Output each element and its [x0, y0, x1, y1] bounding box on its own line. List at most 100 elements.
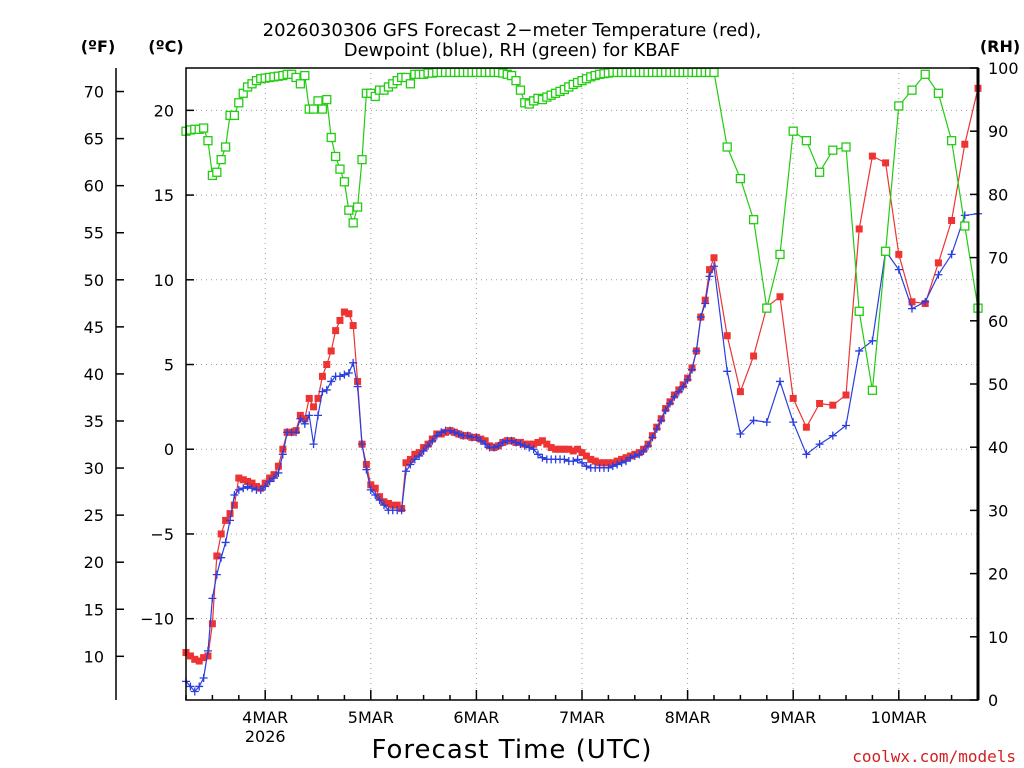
rh-point [220, 142, 231, 152]
temperature-point [323, 361, 331, 369]
dewpoint-point [776, 377, 784, 386]
rh-point [775, 249, 785, 260]
dewpoint-point [569, 457, 578, 466]
dewpoint-point [208, 594, 217, 603]
dewpoint-point [419, 446, 428, 455]
temperature-point [208, 620, 216, 628]
dewpoint-point [248, 484, 256, 493]
dewpoint-point [674, 387, 683, 396]
rh-series [181, 67, 983, 395]
temperature-point [239, 476, 247, 484]
temperature-point [340, 308, 348, 316]
dewpoint-point [432, 431, 441, 440]
dewpoint-point [705, 272, 714, 281]
dewpoint-point [344, 368, 353, 377]
dewpoint-point [613, 460, 622, 469]
temperature-point [600, 459, 608, 467]
dewpoint-point [490, 443, 499, 452]
dewpoint-point [665, 399, 674, 408]
dewpoint-point [349, 358, 358, 367]
dewpoint-point [723, 367, 732, 376]
rh-point [841, 142, 851, 152]
dewpoint-point [701, 299, 710, 308]
dewpoint-point [960, 211, 969, 220]
dewpoint-point [494, 441, 503, 450]
dewpoint-point [380, 501, 388, 510]
temperature-point [578, 449, 586, 457]
temperature-point [789, 394, 797, 402]
temperature-point [367, 481, 375, 489]
dewpoint-point [710, 262, 718, 271]
temperature-point [213, 552, 221, 560]
celsius-tick-label: −5 [150, 525, 174, 544]
dewpoint-point [353, 382, 362, 391]
temperature-point [406, 455, 414, 463]
dewpoint-point [335, 372, 344, 381]
dewpoint-point [604, 463, 613, 472]
dewpoint-point [358, 440, 367, 449]
dewpoint-point [437, 428, 446, 437]
rh-point [907, 85, 917, 95]
dewpoint-point [296, 414, 305, 423]
fahrenheit-tick-label: 10 [84, 647, 104, 666]
dewpoint-point [652, 424, 661, 433]
series-layer [181, 67, 983, 696]
rh-tick-label: 0 [988, 691, 998, 710]
rh-point [330, 151, 341, 162]
temperature-point [186, 652, 194, 660]
temperature-point [948, 216, 956, 224]
temperature-point [305, 394, 313, 402]
dewpoint-point [446, 426, 454, 435]
dewpoint-point [292, 428, 301, 437]
temperature-point [829, 401, 837, 409]
dewpoint-point [221, 538, 230, 547]
temperature-point [565, 445, 573, 453]
dewpoint-point [274, 468, 283, 477]
dewpoint-point [507, 436, 516, 445]
dewpoint-point [243, 482, 252, 491]
fahrenheit-tick-label: 55 [84, 224, 104, 243]
rh-point [946, 136, 957, 146]
temperature-point [230, 501, 238, 509]
dewpoint-point [265, 477, 274, 486]
dewpoint-point [908, 304, 916, 313]
dewpoint-point [630, 452, 639, 461]
temperature-point [706, 266, 714, 274]
fahrenheit-tick-label: 65 [84, 130, 104, 149]
dewpoint-point [749, 416, 758, 425]
temperature-point [868, 152, 876, 160]
dewpoint-point [762, 418, 771, 427]
rh-point [326, 132, 336, 143]
dewpoint-point [322, 385, 331, 394]
dewpoint-point [498, 438, 507, 447]
temperature-point [802, 423, 810, 431]
fahrenheit-tick-label: 70 [84, 83, 104, 102]
temperature-point [895, 250, 903, 258]
dewpoint-point [327, 377, 336, 386]
rh-point [960, 221, 970, 231]
temperature-point [574, 445, 582, 453]
temperature-point [332, 327, 340, 335]
dewpoint-point [278, 450, 287, 459]
rh-point [735, 173, 746, 184]
dewpoint-point [617, 458, 626, 467]
temperature-point [310, 403, 318, 411]
temperature-point [547, 444, 555, 452]
dewpoint-point [256, 485, 265, 494]
rh-point [229, 110, 240, 121]
x-tick-label: 8MAR [665, 708, 711, 727]
dewpoint-point [679, 382, 688, 391]
gridlines [186, 68, 978, 700]
dewpoint-point [305, 411, 314, 420]
rh-point [762, 303, 772, 313]
rh-point [828, 145, 838, 155]
dewpoint-point [670, 392, 679, 401]
dewpoint-point [683, 375, 692, 384]
rh-tick-label: 60 [988, 312, 1008, 331]
celsius-tick-label: 15 [154, 186, 174, 205]
temperature-point [217, 530, 225, 538]
temperature-point [222, 516, 230, 524]
credit-link[interactable]: coolwx.com/models [852, 747, 1016, 766]
dewpoint-point [269, 474, 278, 483]
rh-tick-label: 80 [988, 185, 1008, 204]
